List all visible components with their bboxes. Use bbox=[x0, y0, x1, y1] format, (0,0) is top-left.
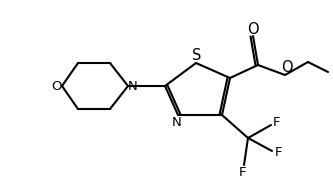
Text: S: S bbox=[192, 48, 202, 64]
Text: F: F bbox=[274, 147, 282, 160]
Text: O: O bbox=[247, 21, 259, 36]
Text: F: F bbox=[273, 117, 281, 130]
Text: O: O bbox=[281, 61, 293, 76]
Text: N: N bbox=[172, 117, 182, 130]
Text: N: N bbox=[128, 79, 138, 92]
Text: F: F bbox=[239, 165, 247, 178]
Text: O: O bbox=[51, 79, 61, 92]
